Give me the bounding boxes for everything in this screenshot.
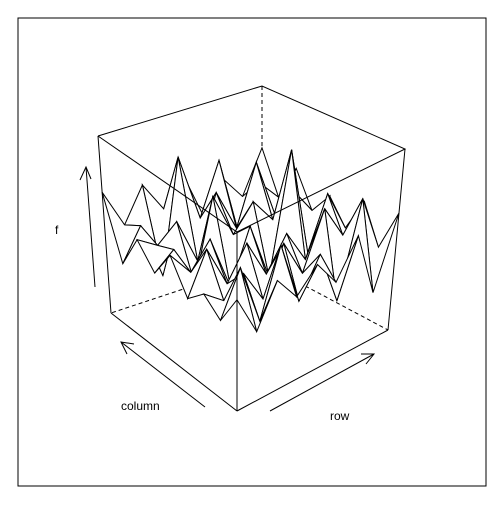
z-axis-label: f (55, 223, 59, 237)
box-right-vertical-edge (387, 148, 406, 331)
box-front-bottom-right-edge (236, 329, 389, 412)
z-axis-arrow-head (79, 165, 92, 181)
row-axis-arrow-head (361, 353, 376, 365)
surface-mesh (101, 146, 400, 334)
box-left-vertical-edge (97, 135, 112, 314)
axis-arrows (79, 165, 376, 412)
row-axis-label: row (330, 409, 350, 423)
column-axis-arrow-shaft (120, 341, 206, 408)
box-front-bottom-left-edge (110, 312, 238, 412)
row-axis-arrow-shaft (269, 353, 375, 412)
column-axis-label: column (121, 399, 160, 413)
column-axis-arrow-head (120, 341, 135, 355)
surface-facet (220, 266, 258, 332)
plot-frame (17, 17, 487, 487)
box-visible-edges (97, 85, 407, 412)
z-axis-arrow-shaft (85, 166, 96, 288)
